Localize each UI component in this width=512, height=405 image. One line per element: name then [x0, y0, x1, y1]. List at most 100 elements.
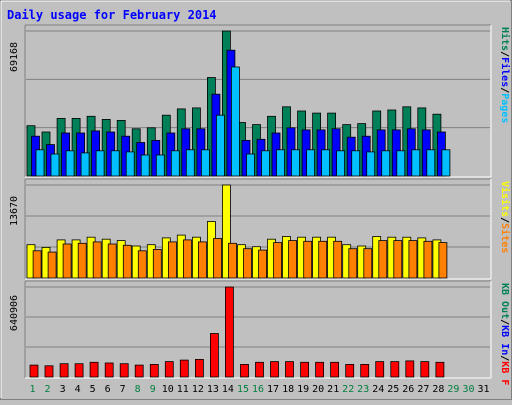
bar-kb-f-day-7 — [119, 363, 129, 378]
x-tick-label: 15 — [237, 384, 249, 395]
bar-kb-f-day-18 — [285, 361, 294, 378]
legend-entry: Sites — [499, 223, 511, 253]
bar-kb-f-day-4 — [74, 363, 84, 378]
bar-kb-f-day-26 — [405, 360, 415, 378]
legend-entry: KB In — [499, 325, 510, 355]
bar-sites-day-4 — [77, 242, 87, 279]
x-tick-label: 9 — [150, 384, 156, 395]
bar-kb-f-day-8 — [134, 364, 144, 378]
x-tick-label: 4 — [75, 384, 81, 395]
bar-kb-f-day-19 — [300, 361, 310, 378]
bar-pages-day-14 — [230, 66, 240, 177]
x-tick-label: 7 — [120, 384, 126, 395]
y-max-label: 640906 — [9, 295, 20, 331]
legend-entry: Visits — [499, 181, 511, 217]
bar-kb-f-day-21 — [330, 361, 340, 378]
y-max-label: 13670 — [9, 196, 20, 226]
bar-sites-day-20 — [318, 240, 328, 279]
bar-kb-f-day-17 — [270, 361, 279, 378]
x-tick-label: 24 — [372, 384, 384, 395]
bar-sites-day-7 — [122, 244, 132, 279]
bar-kb-f-day-12 — [194, 358, 204, 378]
series-sites — [32, 238, 448, 279]
x-tick-label: 3 — [60, 384, 66, 395]
bar-kb-f-day-20 — [315, 361, 325, 378]
bar-sites-day-3 — [62, 243, 72, 279]
bar-kb-f-day-10 — [164, 361, 174, 378]
bar-pages-day-25 — [396, 150, 406, 177]
bar-kb-f-day-27 — [420, 361, 430, 378]
bar-sites-day-17 — [273, 242, 283, 279]
bar-pages-day-9 — [155, 154, 165, 177]
series-visits — [26, 184, 442, 279]
legend-entry: Pages — [499, 93, 510, 123]
bar-pages-day-12 — [200, 149, 210, 177]
x-tick-label: 13 — [207, 384, 219, 395]
legend-entry: / — [499, 355, 510, 361]
x-tick-label: 26 — [402, 384, 414, 395]
bar-pages-day-16 — [261, 150, 270, 177]
bar-pages-day-23 — [366, 151, 376, 177]
bar-kb-f-day-14 — [224, 286, 234, 378]
legend-entry: Hits — [499, 27, 511, 51]
bar-kb-f-day-15 — [240, 363, 249, 378]
bar-kb-f-day-13 — [209, 333, 219, 378]
x-tick-label: 31 — [477, 384, 489, 395]
bar-sites-day-18 — [288, 240, 298, 279]
bar-sites-day-2 — [47, 251, 57, 279]
panel-legend: Hits/Files/Pages — [499, 27, 511, 123]
bar-pages-day-19 — [306, 149, 316, 177]
x-tick-label: 10 — [162, 384, 174, 395]
x-tick-label: 5 — [90, 384, 96, 395]
x-tick-label: 25 — [387, 384, 399, 395]
x-tick-label: 17 — [267, 384, 279, 395]
bar-pages-day-8 — [140, 154, 150, 177]
x-tick-label: 16 — [252, 384, 264, 395]
bar-sites-day-5 — [92, 241, 102, 279]
bar-kb-f-day-24 — [375, 361, 385, 378]
x-tick-label: 30 — [462, 384, 474, 395]
panel-legend: KB Out/KB In/KB F — [499, 283, 510, 385]
legend-entry: Files — [499, 57, 511, 87]
bar-pages-day-4 — [80, 152, 90, 177]
bar-visits-day-14 — [221, 184, 231, 279]
legend-entry: / — [499, 87, 510, 93]
bar-sites-day-15 — [243, 248, 252, 279]
bar-sites-day-12 — [197, 241, 207, 279]
bar-kb-f-day-23 — [360, 363, 370, 378]
bar-sites-day-1 — [32, 250, 42, 279]
bar-pages-day-27 — [426, 149, 436, 177]
x-tick-label: 11 — [177, 384, 189, 395]
bar-sites-day-13 — [213, 238, 222, 279]
bar-pages-day-18 — [291, 149, 300, 177]
y-max-label: 69168 — [9, 42, 20, 72]
bar-pages-day-15 — [246, 153, 255, 177]
bar-sites-day-23 — [363, 248, 373, 279]
legend-entry: KB F — [499, 361, 510, 385]
bar-sites-day-9 — [152, 248, 162, 279]
bar-pages-day-6 — [110, 150, 120, 177]
panel-middle: 13670 Visits/Sites — [9, 178, 511, 280]
x-tick-label: 14 — [222, 384, 234, 395]
x-tick-label: 19 — [297, 384, 309, 395]
bar-kb-f-day-6 — [104, 362, 114, 378]
x-tick-label: 27 — [417, 384, 429, 395]
x-tick-label: 22 — [342, 384, 354, 395]
bar-kb-f-day-1 — [29, 364, 39, 378]
bar-pages-day-5 — [95, 150, 105, 177]
bar-sites-day-19 — [303, 240, 313, 279]
x-tick-label: 21 — [327, 384, 339, 395]
bar-kb-f-day-11 — [179, 359, 189, 378]
x-tick-label: 8 — [135, 384, 141, 395]
x-axis-day-labels: 1 2 3 4 5 6 7 8 9 10 11 12 13 14 15 16 17 18 19 20 21 22 23 24 2… — [29, 384, 489, 395]
bar-kb-f-day-28 — [435, 361, 445, 378]
x-tick-label: 1 — [29, 384, 35, 395]
x-tick-label: 18 — [282, 384, 294, 395]
legend-entry: KB Out — [499, 283, 510, 319]
bar-kb-f-day-22 — [345, 363, 355, 378]
panel-bottom: 640906 KB Out/KB In/KB F — [9, 280, 510, 385]
bar-pages-day-1 — [35, 149, 45, 177]
